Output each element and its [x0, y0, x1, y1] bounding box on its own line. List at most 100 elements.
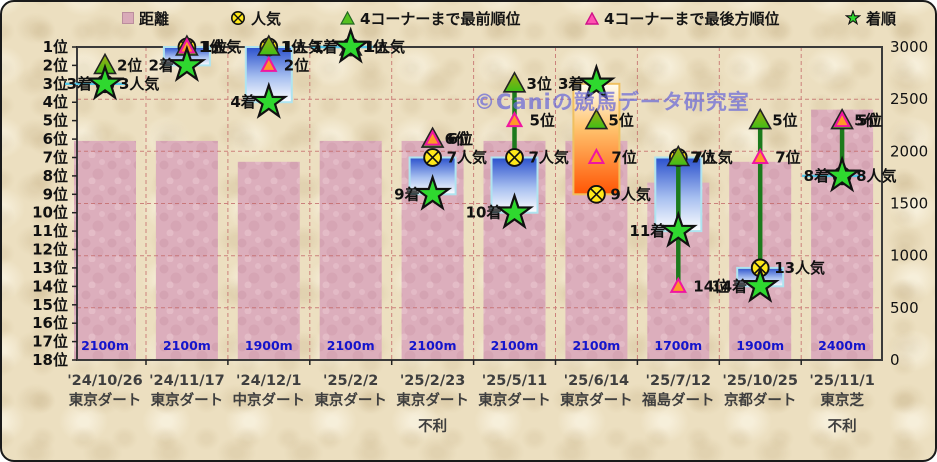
corner-rear-marker	[260, 55, 278, 72]
distance-label: 2100m	[81, 338, 129, 353]
bar-distance-labels: 2100m 2100m 1900m 2100m 2100m 2100m 2100m 1700m…	[81, 338, 866, 353]
finish-star-icon	[845, 10, 861, 26]
race-date-label: '25/2/2	[323, 373, 378, 389]
race-venue-label: 東京ダート	[314, 391, 387, 409]
right-axis-labels: 3000 2500 2000 1500 1000 500 0	[890, 38, 928, 369]
finish-star-marker	[331, 26, 371, 64]
popularity-circle-icon	[231, 11, 245, 25]
left-tick-label: 12位	[32, 241, 68, 259]
distance-label: 2400m	[818, 338, 866, 353]
left-tick-label: 5位	[43, 112, 68, 130]
popularity-label: 7人気	[529, 149, 569, 167]
popularity-marker	[587, 184, 606, 204]
legend-item-rear-position: 4コーナーまで最後方順位	[585, 8, 779, 28]
front-position-label: 5位	[854, 112, 879, 130]
front-position-label: 7位	[690, 149, 715, 167]
right-tick-label: 2000	[890, 142, 928, 160]
race-venue-label: 東京ダート	[69, 391, 142, 409]
left-tick-label: 14位	[32, 277, 68, 295]
right-tick-label: 0	[890, 351, 900, 369]
finish-label: 8着	[804, 167, 829, 185]
legend-item-front-position: 4コーナーまで最前順位	[340, 8, 520, 28]
popularity-label: 8人気	[856, 167, 896, 185]
left-tick-label: 16位	[32, 314, 68, 332]
finish-star-marker	[167, 44, 207, 83]
finish-label: 2着	[148, 56, 173, 74]
race-venue-label: 京都ダート	[724, 391, 797, 409]
finish-label: 14着	[711, 277, 747, 295]
legend-label-distance: 距離	[139, 9, 170, 28]
finish-star-marker	[658, 210, 698, 248]
right-tick-label: 500	[890, 299, 919, 317]
corner-front-marker	[584, 107, 609, 130]
corner-rear-marker	[833, 110, 851, 128]
race-column	[802, 107, 865, 193]
distance-label: 2100m	[163, 338, 211, 353]
left-tick-label: 17位	[32, 333, 68, 351]
race-column	[310, 26, 373, 64]
popularity-label: 1人気	[365, 38, 405, 56]
distance-bar	[237, 161, 300, 360]
distance-label: 2100m	[491, 338, 539, 353]
race-date-label: '24/11/17	[149, 373, 225, 389]
left-tick-label: 18位	[32, 351, 68, 369]
popularity-label: 1人気	[283, 38, 323, 56]
race-note-label: 不利	[418, 417, 447, 435]
distance-label: 2100m	[327, 338, 375, 353]
front-position-label: 1位	[281, 38, 306, 56]
race-date-label: '25/11/1	[809, 373, 874, 389]
distance-label: 1900m	[736, 338, 784, 353]
x-axis-labels: '24/10/26 東京ダート '24/11/17 東京ダート '24/12/1 中京ダー…	[67, 373, 875, 435]
race-venue-label: 福島ダート	[641, 391, 715, 409]
left-tick-label: 15位	[32, 296, 68, 314]
race-column	[162, 34, 211, 83]
plot-border	[76, 46, 883, 361]
distance-bar	[319, 140, 382, 360]
front-position-label: 3位	[527, 75, 552, 93]
finish-star-marker	[740, 265, 780, 303]
race-column	[490, 71, 539, 230]
legend-label-rear-position: 4コーナーまで最後方順位	[604, 9, 780, 28]
popularity-marker	[505, 148, 524, 167]
corner-front-marker	[502, 71, 527, 93]
popularity-label: 1人気	[201, 38, 241, 56]
rear-position-label: 14位	[693, 277, 729, 295]
finish-star-marker	[413, 173, 453, 211]
distance-bar	[74, 140, 136, 360]
popularity-label: 7人気	[447, 149, 487, 167]
left-tick-label: 11位	[32, 222, 68, 240]
legend-item-finish: 着順	[845, 8, 896, 28]
legend-label-finish: 着順	[866, 9, 897, 28]
rear-position-label: 2位	[284, 56, 309, 74]
rear-position-label: 7位	[611, 149, 636, 167]
rear-position-triangle-icon	[585, 11, 599, 25]
corner-front-marker	[256, 34, 281, 56]
race-venue-label: 中京ダート	[233, 391, 306, 409]
corner-rear-marker	[587, 147, 606, 164]
finish-star-marker	[822, 155, 862, 193]
race-column	[736, 107, 785, 303]
rear-position-label: 5位	[530, 112, 555, 130]
distance-label: 1900m	[245, 338, 293, 353]
left-tick-label: 9位	[43, 185, 68, 203]
front-position-label: 1位	[363, 38, 388, 56]
left-tick-label: 3位	[43, 75, 68, 93]
front-position-label: 1位	[199, 38, 224, 56]
corner-front-marker	[748, 107, 773, 130]
finish-label: 11着	[629, 222, 665, 240]
left-tick-label: 6位	[43, 130, 68, 148]
finish-label: 1着	[312, 38, 337, 56]
race-date-label: '25/2/23	[400, 373, 465, 389]
gain-loss-box	[572, 82, 621, 196]
left-axis-labels: 1位2位3位4位5位6位7位8位9位10位11位12位13位14位15位16位1…	[32, 38, 68, 369]
finish-star-marker	[494, 192, 535, 230]
race-column	[572, 63, 621, 204]
race-venue-label: 東京ダート	[396, 391, 469, 409]
left-tick-label: 13位	[32, 259, 68, 277]
front-position-label: 5位	[772, 112, 797, 130]
distance-label: 2100m	[572, 338, 620, 353]
race-date-label: '25/5/11	[482, 373, 547, 389]
data-labels: 2位3人気3着1位1位1人気2着1位2位1人気4着1位1人気1着6位6位7人気9…	[67, 38, 897, 295]
left-tick-label: 10位	[32, 204, 68, 222]
